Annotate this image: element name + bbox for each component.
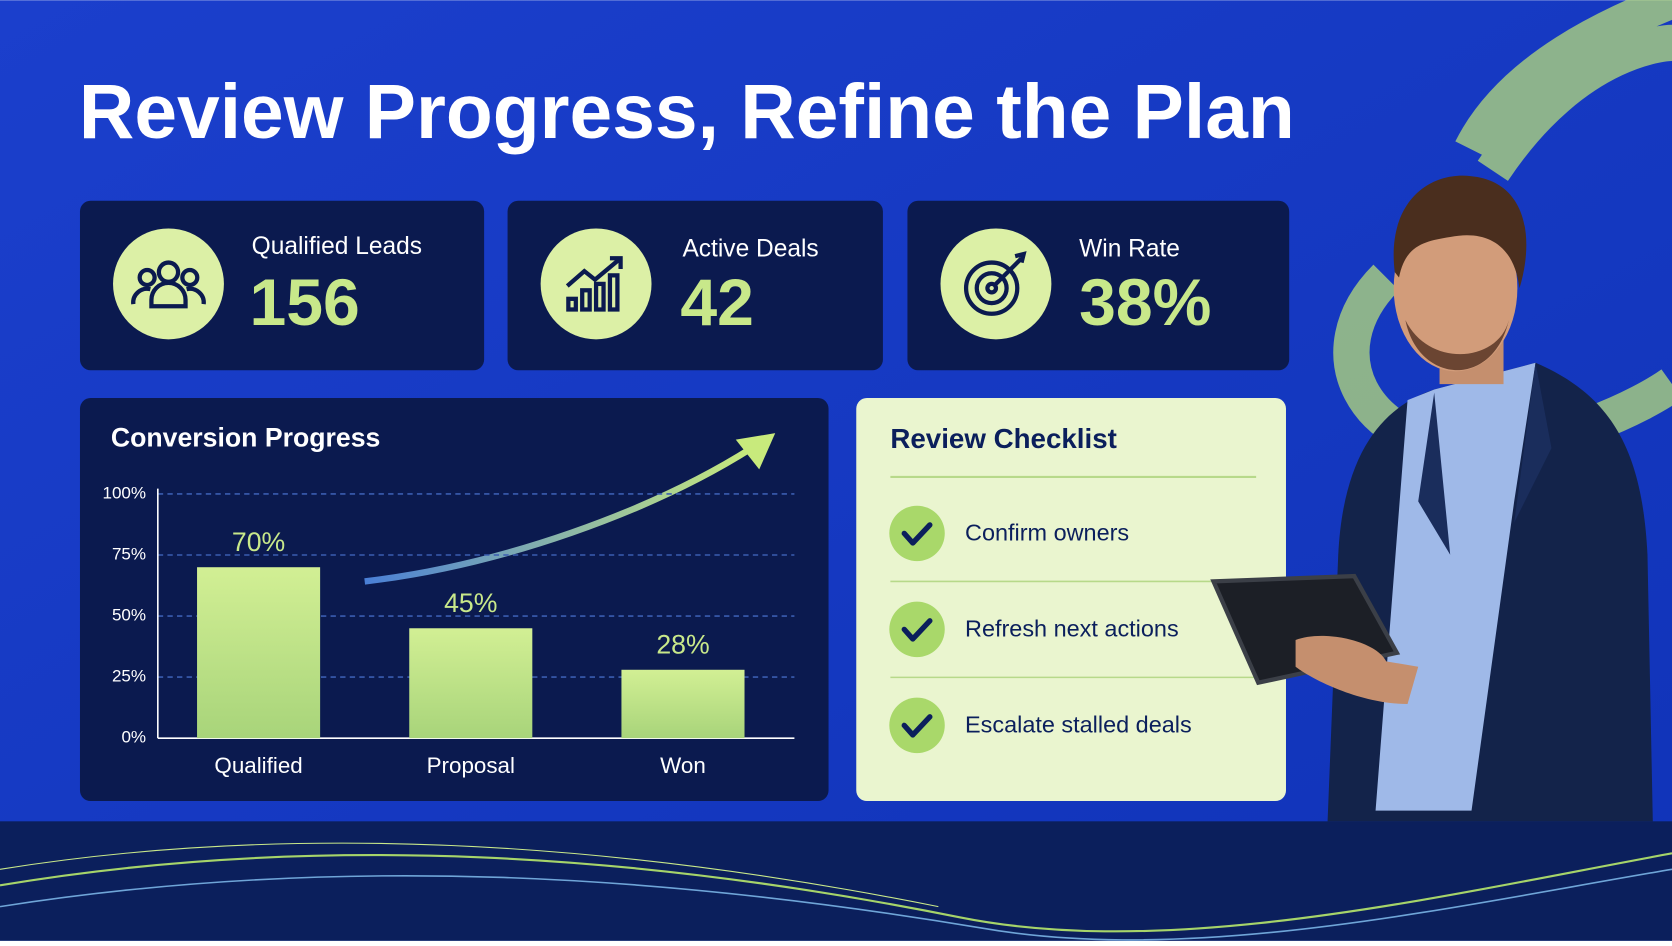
bar [621, 669, 745, 739]
kpi-label: Active Deals [682, 235, 818, 262]
check-mark [901, 618, 933, 642]
checklist-item: Refresh next actions [965, 616, 1179, 642]
y-tick-label: 100% [102, 483, 146, 502]
data-label: 45% [444, 588, 497, 618]
checklist-item: Escalate stalled deals [965, 712, 1192, 738]
trend-arrow-head [735, 433, 776, 470]
kpi-value: 42 [680, 266, 754, 340]
chart-title: Conversion Progress [111, 423, 380, 453]
person-illustration [1210, 175, 1653, 822]
bar [409, 628, 533, 739]
trend-arrow [364, 445, 754, 585]
page-title: Review Progress, Refine the Plan [79, 70, 1295, 155]
target-icon [963, 251, 1027, 316]
y-tick-label: 75% [112, 545, 146, 564]
kpi-value: 38% [1079, 266, 1211, 340]
footer-wave [0, 868, 1672, 941]
kpi-value: 156 [250, 266, 360, 340]
kpi-label: Qualified Leads [252, 233, 422, 260]
checklist-panel [856, 397, 1286, 802]
x-tick-label: Proposal [427, 753, 515, 778]
y-tick-label: 25% [112, 667, 146, 686]
kpi-label: Win Rate [1079, 235, 1180, 262]
check-mark [901, 714, 933, 738]
bar [197, 567, 321, 739]
check-icon [889, 505, 945, 562]
data-label: 28% [656, 629, 709, 659]
x-tick-label: Won [660, 753, 706, 778]
footer-band [0, 821, 1672, 941]
check-icon [889, 601, 945, 658]
y-tick-label: 50% [112, 606, 146, 625]
data-label: 70% [232, 527, 285, 557]
growth-icon [565, 256, 623, 312]
footer-wave [0, 852, 1672, 933]
people-icon [131, 260, 206, 309]
checklist-items: Confirm owners Refresh next actions Escala… [889, 505, 1257, 754]
x-tick-label: Qualified [214, 753, 302, 778]
checklist-title: Review Checklist [890, 423, 1116, 454]
bar-chart: 0% 25% 50% 75% 100% 70% Qualified 45% Proposal 28… [102, 483, 795, 778]
y-tick-label: 0% [121, 728, 146, 747]
checklist-item: Confirm owners [965, 520, 1129, 546]
footer-wave [0, 842, 939, 908]
check-mark [901, 522, 933, 546]
check-icon [889, 697, 945, 754]
